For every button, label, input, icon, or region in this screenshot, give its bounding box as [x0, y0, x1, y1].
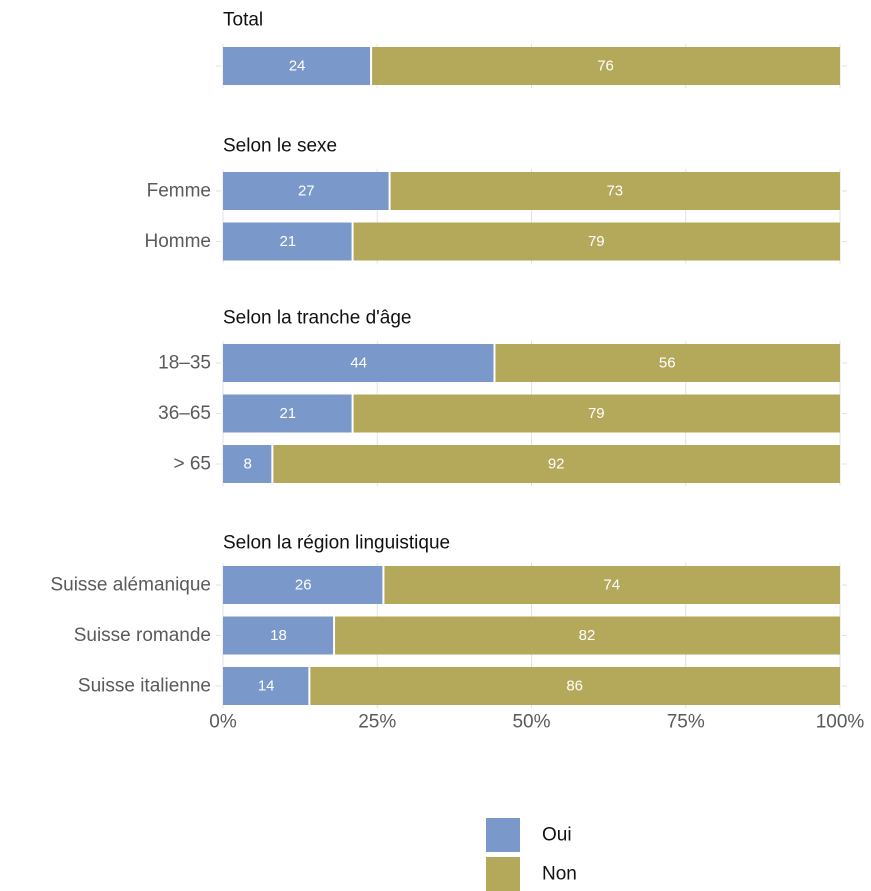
bar-value-label: 74	[603, 577, 620, 594]
bar-segment-oui	[223, 616, 334, 655]
group-title: Selon le sexe	[223, 136, 337, 157]
bar-segment-non	[310, 667, 840, 705]
group-title: Total	[223, 10, 263, 31]
row-label: Femme	[147, 181, 211, 202]
bar-value-label: 27	[298, 183, 315, 200]
bar-segment-oui	[223, 667, 309, 705]
x-tick-label: 75%	[667, 712, 705, 733]
legend-swatch-oui	[486, 818, 520, 852]
group-title: Selon la région linguistique	[223, 533, 450, 554]
bar-segment-non	[495, 344, 840, 382]
bar-segment-non	[273, 445, 840, 483]
bar-segment-non	[384, 566, 840, 604]
bar-value-label: 76	[597, 58, 614, 75]
bar-segment-oui	[223, 394, 352, 433]
bar-value-label: 14	[258, 678, 275, 695]
bar-value-label: 26	[295, 577, 312, 594]
bar-value-label: 18	[270, 627, 287, 644]
bar-value-label: 44	[350, 355, 367, 372]
legend-label: Non	[542, 864, 577, 885]
legend-swatch-non	[486, 857, 520, 891]
bar-value-label: 79	[588, 405, 605, 422]
x-tick-label: 50%	[512, 712, 550, 733]
bar-value-label: 8	[244, 456, 252, 473]
bar-value-label: 92	[548, 456, 565, 473]
bar-value-label: 56	[659, 355, 676, 372]
row-label: 36–65	[158, 403, 211, 424]
bar-value-label: 82	[579, 627, 596, 644]
bar-value-label: 86	[566, 678, 583, 695]
row-label: Suisse romande	[74, 625, 211, 646]
bar-segment-non	[335, 616, 840, 655]
bar-value-label: 21	[279, 405, 296, 422]
bar-value-label: 73	[606, 183, 623, 200]
group-title: Selon la tranche d'âge	[223, 308, 412, 329]
bar-segment-non	[353, 394, 840, 433]
row-label: Suisse alémanique	[50, 575, 211, 596]
bar-segment-non	[390, 172, 840, 210]
bar-segment-oui	[223, 47, 371, 85]
bar-segment-non	[353, 222, 840, 261]
bar-value-label: 24	[289, 58, 306, 75]
bar-segment-oui	[223, 566, 383, 604]
x-tick-label: 100%	[816, 712, 865, 733]
legend-label: Oui	[542, 825, 572, 846]
bar-value-label: 21	[279, 233, 296, 250]
row-label: 18–35	[158, 353, 211, 374]
row-label: Homme	[144, 231, 211, 252]
x-tick-label: 25%	[358, 712, 396, 733]
bar-value-label: 79	[588, 233, 605, 250]
bar-segment-oui	[223, 172, 389, 210]
bar-segment-non	[372, 47, 840, 85]
x-tick-label: 0%	[209, 712, 237, 733]
bar-segment-oui	[223, 344, 494, 382]
row-label: > 65	[173, 454, 211, 475]
bar-segment-oui	[223, 222, 352, 261]
row-label: Suisse italienne	[78, 676, 211, 697]
bar-segment-oui	[223, 445, 272, 483]
